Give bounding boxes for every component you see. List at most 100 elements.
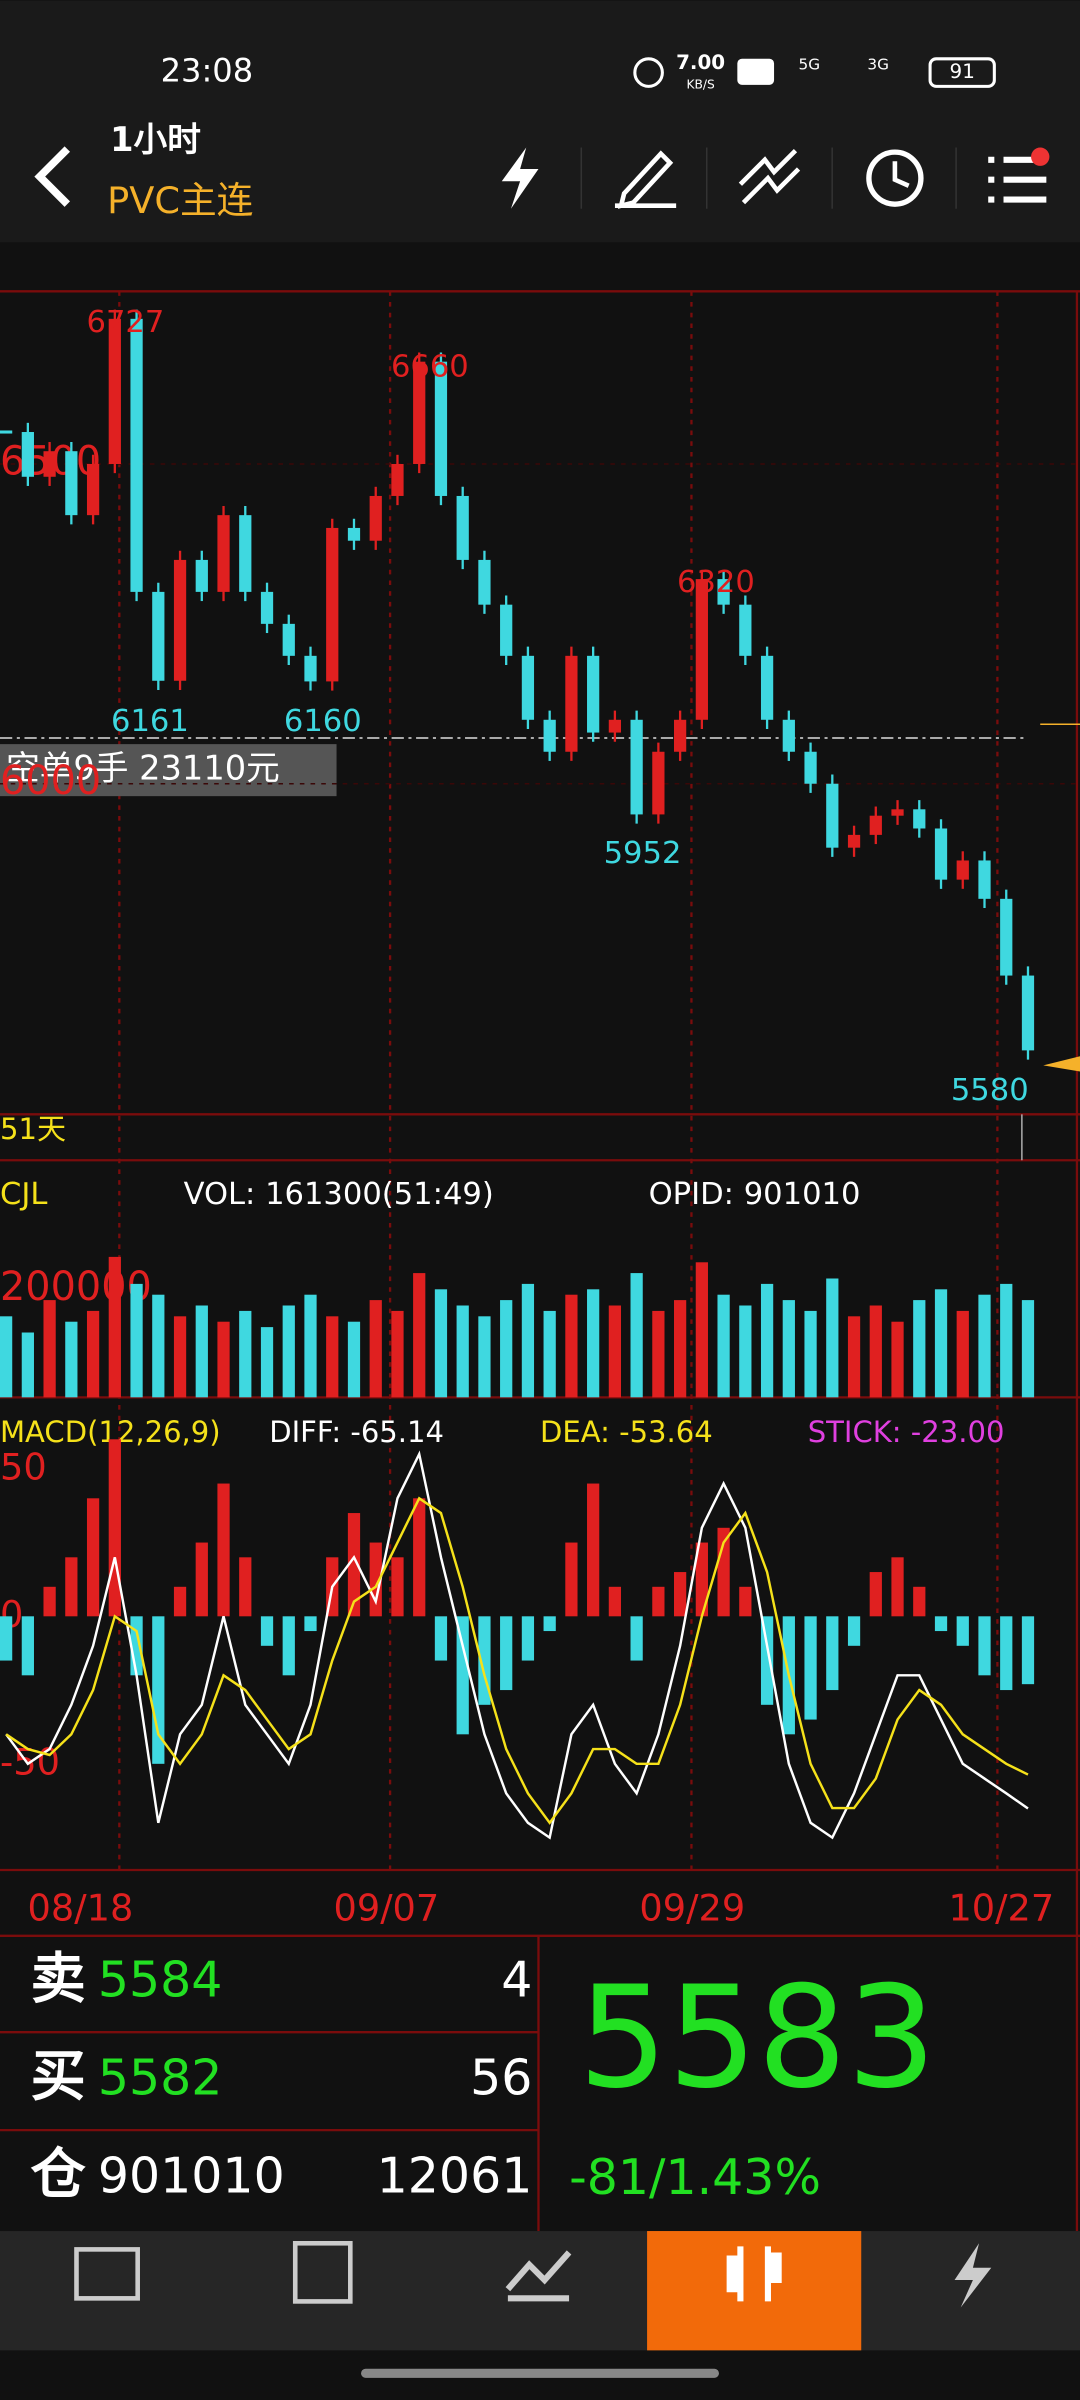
candle <box>304 655 317 682</box>
flash-button[interactable] <box>501 147 539 209</box>
volume-bar <box>500 1300 513 1398</box>
candle <box>478 559 491 605</box>
net-speed-unit: KB/S <box>686 77 715 91</box>
candle <box>86 463 100 516</box>
volume-bar <box>826 1278 839 1398</box>
candle <box>587 655 600 733</box>
macd-stick <box>978 1616 991 1676</box>
candle <box>217 515 230 592</box>
row-volume: 56 <box>470 2050 532 2107</box>
volume-bar <box>695 1262 708 1398</box>
macd-stick <box>0 1616 13 1661</box>
macd-stick <box>869 1572 882 1617</box>
row-label: 仓 <box>31 2141 87 2206</box>
period[interactable]: 1小时 <box>110 120 201 159</box>
macd-stick <box>413 1498 426 1617</box>
volume-bar <box>282 1305 295 1398</box>
volume-bar <box>130 1283 143 1398</box>
macd-stick <box>587 1483 600 1617</box>
candle <box>760 655 774 720</box>
candle <box>956 860 969 880</box>
volume-bar <box>891 1321 904 1398</box>
row-label: 卖 <box>31 1945 86 2010</box>
volume-bar <box>673 1300 687 1398</box>
macd-stick <box>608 1586 622 1617</box>
volume-bar <box>65 1321 78 1398</box>
candle <box>391 463 404 496</box>
low-label: 6161 <box>111 704 189 739</box>
candle <box>65 451 78 516</box>
volume-bar <box>217 1321 230 1398</box>
candle <box>347 527 361 541</box>
candle <box>978 860 991 899</box>
volume-bar <box>1021 1300 1035 1398</box>
macd-stick <box>347 1513 361 1617</box>
volume-bar <box>391 1310 404 1398</box>
candle <box>434 361 448 496</box>
position-text: 空单9手 23110元 <box>6 749 280 788</box>
macd-stick <box>934 1616 948 1632</box>
history-button[interactable] <box>866 149 924 207</box>
row-price: 5584 <box>98 1952 223 2009</box>
candle <box>152 591 165 681</box>
macd-stick <box>673 1572 687 1617</box>
candle <box>521 655 535 720</box>
candle <box>413 361 426 464</box>
trade-icon <box>954 2243 992 2308</box>
panel-borders <box>0 290 1080 2232</box>
volume-bar <box>304 1294 317 1398</box>
volume-bar <box>934 1289 948 1398</box>
contract-name[interactable]: PVC主连 <box>107 179 253 222</box>
volume-bar <box>239 1310 252 1398</box>
macd-stick <box>913 1586 926 1617</box>
candle <box>695 579 708 720</box>
volume-bar <box>978 1294 991 1398</box>
macd-stick <box>86 1498 100 1617</box>
menu-button[interactable] <box>988 156 1047 203</box>
candle <box>608 719 622 733</box>
macd-stick <box>239 1557 252 1617</box>
volume-bar <box>587 1289 600 1398</box>
candle <box>804 751 817 784</box>
active-tab-bg <box>647 2231 862 2351</box>
macd-stick <box>630 1616 643 1661</box>
volume-bar <box>565 1294 578 1398</box>
macd-stick <box>1021 1616 1035 1685</box>
volume-label: CJL <box>0 1177 47 1212</box>
position-box[interactable] <box>0 744 337 797</box>
macd-stick <box>826 1616 839 1691</box>
indicator-button[interactable] <box>738 148 801 205</box>
volume-bar <box>369 1300 382 1398</box>
candle <box>739 604 752 656</box>
macd-stick <box>304 1616 317 1632</box>
macd-stick <box>652 1586 665 1617</box>
date-label: 09/07 <box>333 1886 439 1929</box>
kline-icon <box>726 2246 782 2302</box>
candle <box>826 783 839 848</box>
macd-stick <box>260 1616 274 1646</box>
timeshare-icon <box>505 2250 572 2302</box>
volume-bar <box>804 1310 817 1398</box>
price-change: -81/1.43% <box>569 2149 821 2206</box>
macd-stick <box>739 1586 752 1617</box>
candle <box>869 815 882 835</box>
stick-label: STICK: -23.00 <box>808 1415 1005 1449</box>
candle <box>282 623 295 656</box>
candle <box>239 515 252 592</box>
candle <box>195 559 208 592</box>
macd-stick <box>21 1616 34 1676</box>
row-price: 5582 <box>98 2050 223 2107</box>
last-price: 5583 <box>578 1956 936 2120</box>
book-icon <box>292 2240 353 2304</box>
y-tick-label: 6000 <box>0 758 101 804</box>
back-button[interactable] <box>34 146 71 207</box>
candle <box>21 432 34 477</box>
candle <box>43 451 56 477</box>
candle <box>1000 898 1013 976</box>
net-speed: 7.00 <box>676 51 725 74</box>
draw-button[interactable] <box>614 150 677 209</box>
price-marker <box>1043 1056 1080 1072</box>
candle <box>500 604 513 656</box>
macd-stick <box>282 1616 295 1676</box>
home-indicator <box>361 2368 719 2378</box>
